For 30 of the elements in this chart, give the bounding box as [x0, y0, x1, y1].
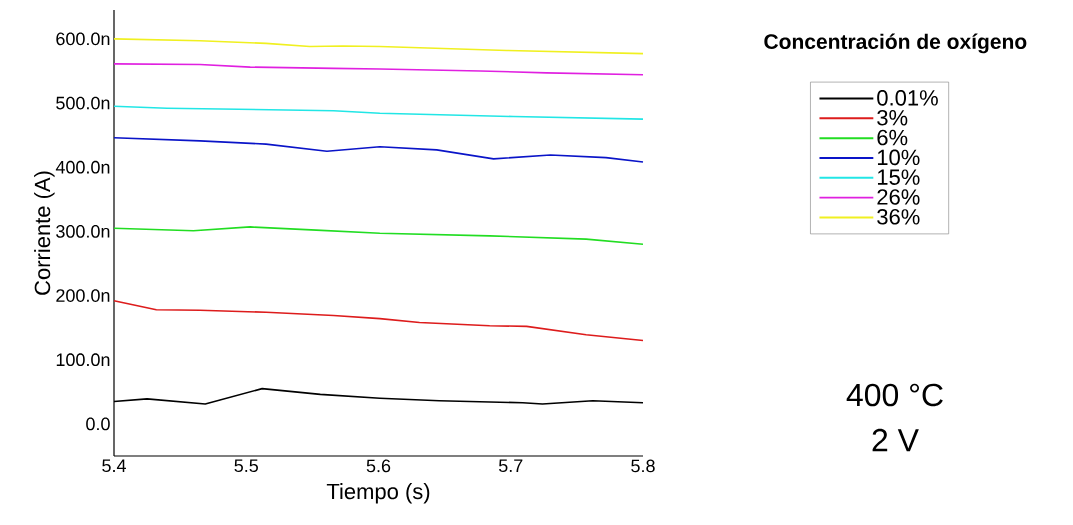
legend-title: Concentración de oxígeno [764, 33, 1027, 54]
text: 400 °C [846, 383, 943, 407]
x-tick-label: 5.4 [102, 459, 126, 473]
legend-label: 3% [877, 109, 908, 126]
line-series [113, 299, 644, 342]
x-tick-label: 5.8 [631, 459, 655, 473]
legend-label: 6% [877, 129, 908, 146]
y-tick-label: 200.0n [56, 289, 110, 302]
x-tick-label: 5.5 [234, 459, 258, 473]
x-axis-title: Tiempo (s) [326, 483, 430, 504]
legend-label: 15% [877, 169, 920, 185]
legend-label: 10% [877, 149, 920, 166]
line-series [113, 105, 644, 120]
line-series [113, 38, 644, 55]
legend-label: 36% [877, 209, 920, 225]
y-tick-label: 400.0n [55, 160, 110, 174]
x-tick-label: 5.6 [366, 459, 391, 473]
line-series [113, 136, 644, 163]
y-tick-label: 0.0 [86, 417, 110, 431]
x-tick-label: 5.7 [498, 459, 523, 473]
y-tick-label: 500.0n [56, 96, 110, 110]
y-axis-title: Corriente (A) [34, 171, 55, 295]
legend-label: 0.01% [877, 90, 938, 106]
text: 2 V [872, 428, 919, 452]
line-series [113, 63, 644, 76]
y-tick-label: 100.0n [56, 353, 110, 367]
legend-label: 26% [877, 189, 920, 205]
y-tick-label: 600.0n [56, 32, 110, 46]
y-tick-label: 300.0n [56, 225, 110, 238]
line-series [113, 226, 644, 246]
